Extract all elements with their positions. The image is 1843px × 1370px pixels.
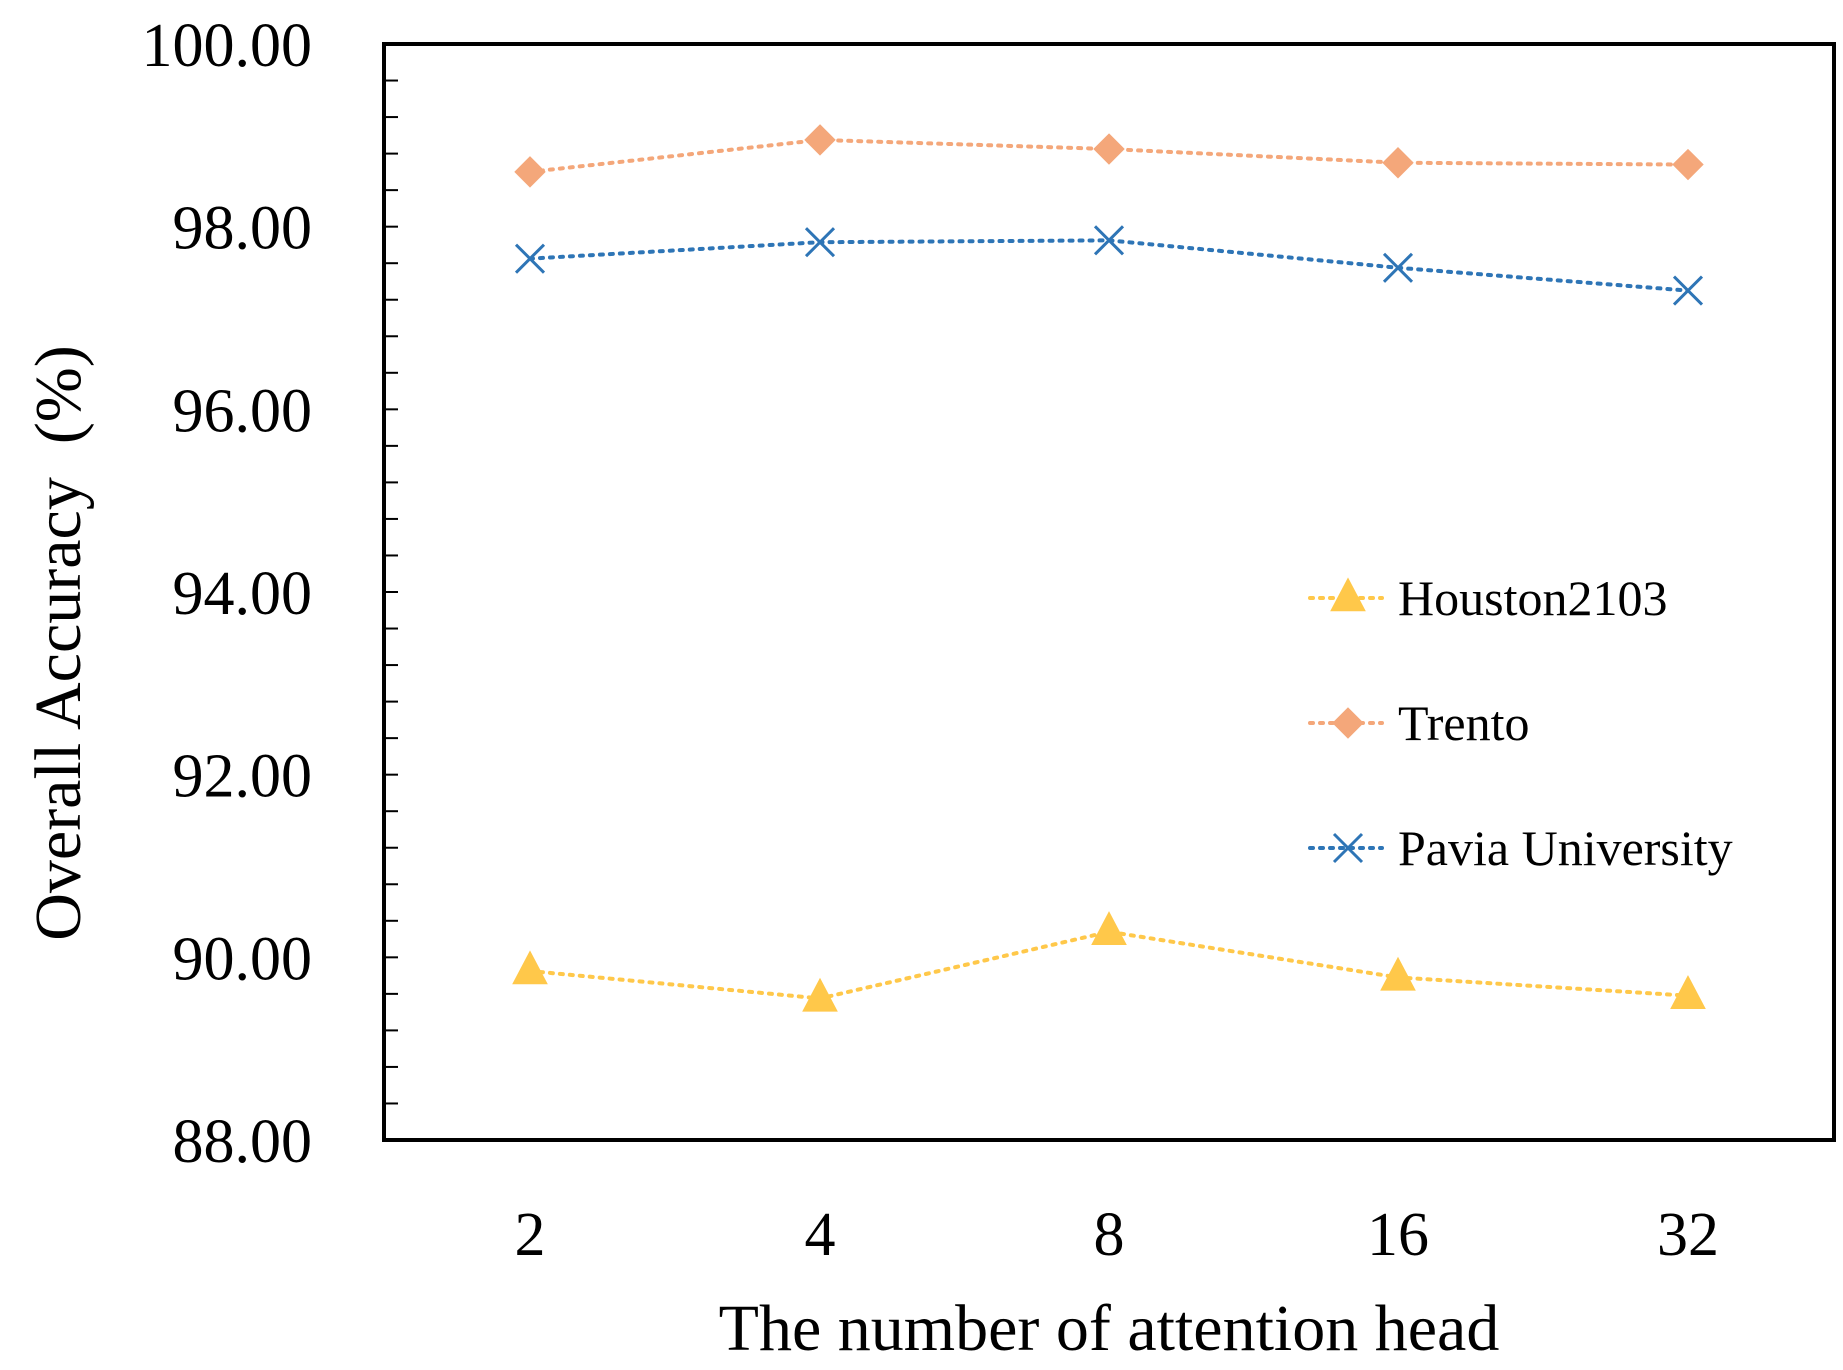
x-tick-label: 4 [805,1201,836,1269]
x-tick-label: 16 [1367,1201,1429,1269]
y-axis-tick-labels: 88.00 90.00 92.00 94.00 96.00 98.00 100.00 [142,12,313,1176]
data-point-pavia-university [514,243,546,274]
data-point-trento [1093,133,1125,165]
x-axis-tick-labels: 2 4 8 16 32 [515,1201,1720,1269]
legend-item-trento: Trento [1308,695,1530,751]
x-tick-label: 32 [1657,1201,1719,1269]
y-tick-label: 98.00 [173,195,313,263]
legend-label-trento: Trento [1398,695,1530,751]
x-tick-label: 2 [515,1201,546,1269]
y-minor-ticks [384,79,398,1105]
series-layer [512,124,1706,1012]
legend-item-houston2103: Houston2103 [1308,570,1667,626]
y-tick-label: 94.00 [173,560,313,628]
data-point-houston2103 [512,950,548,985]
legend-marker-houston2103 [1330,577,1366,612]
data-point-houston2103 [1670,975,1706,1009]
data-point-houston2103 [802,977,838,1012]
legend: Houston2103 Trento Pavia University [1308,570,1733,876]
y-tick-label: 90.00 [173,925,313,993]
series-line-pavia-university [528,238,1690,293]
x-axis-title: The number of attention head [719,1292,1500,1365]
series-trento [514,124,1704,188]
data-point-trento [514,156,546,188]
data-point-houston2103 [1380,956,1416,991]
series-line-houston2103 [528,929,1690,1001]
series-houston2103 [512,911,1706,1012]
legend-label-pavia-university: Pavia University [1398,820,1733,876]
y-tick-label: 96.00 [173,377,313,445]
data-point-pavia-university [1093,225,1125,256]
data-point-pavia-university [1672,275,1704,306]
data-point-trento [1382,147,1414,179]
series-pavia-university [514,225,1704,306]
y-axis-title: Overall Accuracy (%) [22,345,95,941]
y-tick-label: 92.00 [173,743,313,811]
legend-marker-trento [1332,707,1364,739]
data-point-pavia-university [804,227,836,258]
y-tick-label: 100.00 [142,12,313,80]
plot-area-frame [382,42,1836,1142]
legend-marker-pavia-university [1332,832,1364,864]
y-tick-label: 88.00 [173,1108,313,1176]
data-point-trento [1672,148,1704,181]
data-point-houston2103 [1091,911,1127,946]
legend-item-pavia-university: Pavia University [1308,820,1733,876]
data-point-trento [804,124,836,156]
data-point-pavia-university [1382,252,1414,283]
x-tick-label: 8 [1094,1201,1125,1269]
legend-label-houston2103: Houston2103 [1398,570,1667,626]
